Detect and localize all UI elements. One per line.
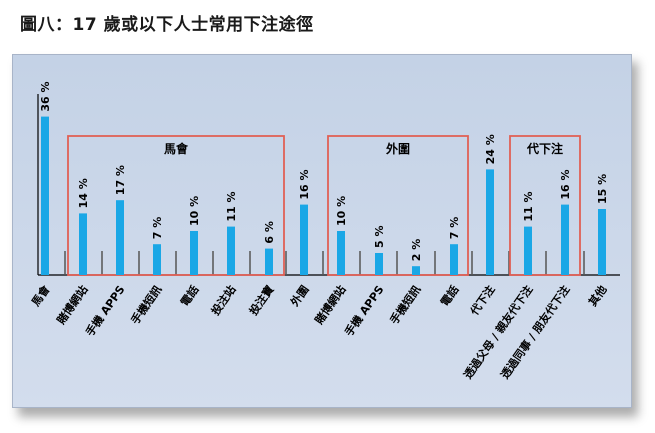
bar [524,226,532,275]
category-label: 電話 [177,283,201,309]
category-label: 投注寶 [246,283,276,318]
value-label: 10 % [188,196,201,226]
bar [300,204,308,275]
bar [337,231,345,275]
value-label: 15 % [596,174,609,204]
bar [412,266,420,275]
category-label: 手機短訊 [128,283,165,327]
group-box [327,135,469,276]
bar [486,169,494,275]
category-label: 代下注 [466,283,497,319]
group-box [509,135,581,276]
category-label: 其他 [585,283,609,309]
category-label: 賭博網站 [53,283,90,328]
value-label: 11 % [225,191,238,221]
bar [41,116,49,275]
value-label: 6 % [263,221,276,244]
value-label: 2 % [410,239,423,262]
bar [450,244,458,275]
category-label: 透過同事 / 朋友代下注 [498,283,573,382]
group-box [67,135,285,276]
category-label: 賭博網站 [311,283,348,328]
bar [375,253,383,275]
group-label: 馬會 [164,141,189,156]
bar [116,200,124,275]
category-label: 透過父母 / 親友代下注 [461,283,536,382]
bar [598,209,606,275]
value-label: 16 % [298,169,311,199]
bar [79,213,87,275]
value-label: 36 % [39,81,52,111]
category-label: 手機短訊 [387,283,424,327]
value-label: 17 % [114,165,127,195]
value-label: 11 % [522,191,535,221]
bar [227,226,235,275]
value-label: 7 % [151,217,164,240]
value-label: 5 % [373,225,386,248]
chart-title: 圖八：17 歲或以下人士常用下注途徑 [20,15,314,35]
group-label: 外圍 [386,141,410,156]
bar [561,204,569,275]
value-label: 16 % [559,169,572,199]
value-label: 10 % [335,196,348,226]
value-label: 14 % [77,178,90,208]
category-label: 外圍 [287,283,312,310]
group-label: 代下注 [526,141,563,156]
bar [153,244,161,275]
category-label: 電話 [437,283,461,309]
bar [265,248,273,275]
category-label: 馬會 [28,282,53,309]
value-label: 24 % [484,134,497,164]
bar [190,231,198,275]
category-label: 投注站 [208,283,238,318]
value-label: 7 % [448,217,461,240]
